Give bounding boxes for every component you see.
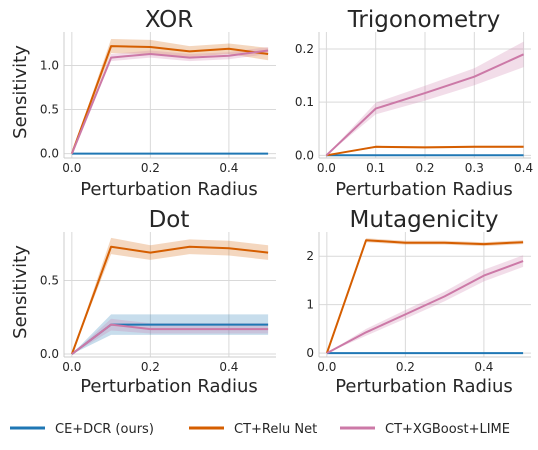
plot-area: 0.0 0.2 0.4 0.0 0.5 (40, 232, 276, 374)
x-tick-label: 0.0 (317, 360, 336, 374)
x-tick-label: 0.2 (141, 161, 160, 175)
x-tick-label: 0.0 (317, 161, 336, 175)
series-line (325, 239, 524, 354)
x-tick-label: 0.0 (62, 161, 81, 175)
y-tick-label: 2 (306, 249, 314, 263)
plot-area: 0.0 0.1 0.2 0.3 0.4 0.0 0.1 0.2 (295, 32, 533, 175)
y-tick-label: 0.5 (40, 274, 59, 288)
x-axis-label: Perturbation Radius (335, 376, 513, 397)
legend-label: CT+XGBoost+LIME (385, 422, 510, 437)
series-line (70, 245, 269, 355)
subplot-xor: XOR Perturbation Radius Sensitivity (10, 7, 258, 200)
confidence-band (71, 318, 269, 355)
x-axis-label: Perturbation Radius (80, 376, 258, 397)
y-tick-label: 0.5 (40, 103, 59, 117)
legend-label: CT+Relu Net (234, 422, 317, 437)
x-tick-label: 0.4 (219, 360, 238, 374)
x-tick-label: 0.0 (62, 360, 81, 374)
y-axis-label: Sensitivity (10, 45, 31, 139)
x-tick-label: 0.1 (366, 161, 385, 175)
y-tick-label: 0 (306, 346, 314, 360)
legend-entry: CT+XGBoost+LIME (340, 422, 510, 437)
series-line (326, 260, 524, 354)
panel-title: Mutagenicity (350, 207, 499, 233)
x-axis-label: Perturbation Radius (335, 179, 513, 200)
subplot-dot: Dot Perturbation Radius Sensitivity (10, 207, 258, 397)
legend-entry: CT+Relu Net (189, 422, 317, 437)
y-tick-label: 0.0 (40, 147, 59, 161)
legend: CE+DCR (ours) CT+Relu Net CT+XGBoost+LIM… (10, 422, 510, 437)
y-tick-label: 0.1 (295, 95, 314, 109)
x-tick-label: 0.4 (514, 161, 533, 175)
series-line (70, 49, 269, 154)
x-tick-label: 0.2 (141, 360, 160, 374)
y-tick-label: 1.0 (40, 58, 59, 72)
x-axis-label: Perturbation Radius (80, 179, 258, 200)
panel-title: Dot (149, 207, 190, 233)
series-line (325, 53, 525, 157)
series-line (70, 45, 269, 154)
y-tick-label: 0.0 (40, 347, 59, 361)
x-tick-label: 0.2 (396, 360, 415, 374)
plot-areas: 0.0 0.2 0.40.00.51.00.0 0.1 0.2 0.3 0.40.00.10… (40, 32, 533, 374)
plot-area: 0.0 0.2 0.4 0 1 2 (306, 232, 531, 374)
panel-title: XOR (145, 7, 193, 33)
series-line (326, 145, 524, 157)
confidence-band (326, 41, 524, 156)
x-tick-label: 0.3 (465, 161, 484, 175)
legend-label: CE+DCR (ours) (55, 422, 154, 437)
y-tick-label: 1 (306, 298, 314, 312)
panel-title: Trigonometry (347, 7, 500, 33)
legend-entry: CE+DCR (ours) (10, 422, 154, 437)
subplot-trigonometry: Trigonometry Perturbation Radius (335, 7, 513, 200)
subplot-mutagenicity: Mutagenicity Perturbation Radius (335, 207, 513, 397)
y-axis-label: Sensitivity (10, 245, 31, 339)
series-line (71, 323, 269, 355)
x-tick-label: 0.4 (474, 360, 493, 374)
x-tick-label: 0.2 (415, 161, 434, 175)
plot-area: 0.0 0.2 0.4 0.0 0.5 1.0 (40, 32, 276, 175)
y-tick-label: 0.2 (295, 42, 314, 56)
y-tick-label: 0.0 (295, 148, 314, 162)
x-tick-label: 0.4 (219, 161, 238, 175)
